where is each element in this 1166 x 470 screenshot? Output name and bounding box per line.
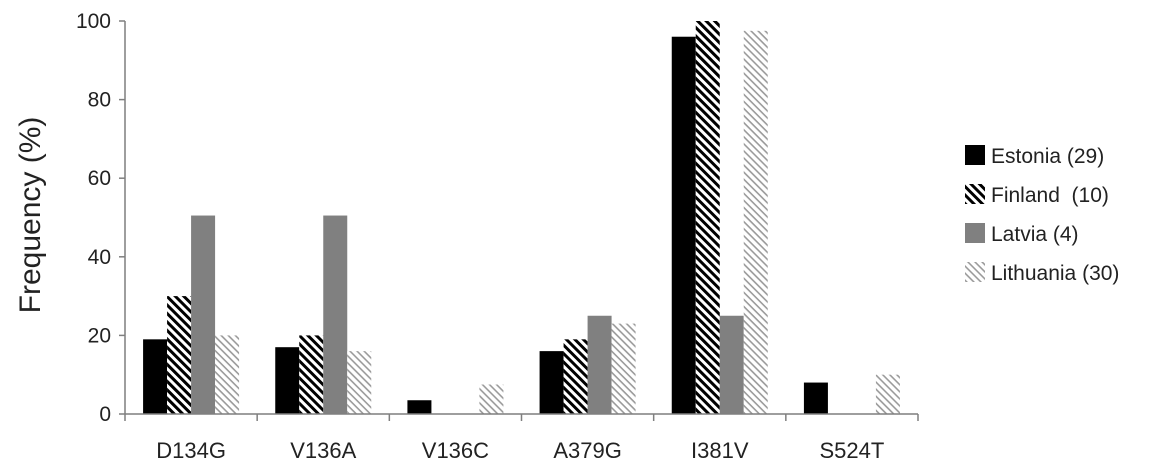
x-axis: D134G V136A V136C A379G I381V S524T	[124, 413, 919, 463]
legend-swatch	[965, 145, 985, 165]
x-tick-label: A379G	[553, 438, 622, 463]
legend: Estonia (29) Finland (10) Latvia (4) Lithua…	[965, 145, 1119, 285]
bar	[803, 382, 828, 414]
y-tick-label: 80	[88, 89, 111, 112]
bar	[167, 296, 192, 414]
bar	[611, 323, 636, 414]
bar	[275, 347, 300, 414]
bar	[587, 315, 612, 414]
bar	[347, 351, 372, 414]
x-tick-label: I381V	[691, 438, 749, 463]
y-tick-label: 0	[99, 403, 111, 426]
legend-label: Estonia (29)	[991, 145, 1104, 168]
bar	[743, 30, 768, 414]
y-tick-label: 20	[88, 324, 111, 347]
bar	[671, 36, 696, 414]
legend-label: Finland (10)	[991, 184, 1109, 207]
y-tick-label: 40	[88, 246, 111, 269]
bar	[407, 400, 432, 414]
y-axis-label: Frequency (%)	[14, 117, 47, 314]
bar	[191, 215, 216, 414]
bars-group	[143, 21, 900, 414]
legend-swatch	[965, 184, 985, 204]
bar	[299, 335, 324, 414]
x-tick-label: D134G	[156, 438, 226, 463]
bar	[875, 374, 900, 414]
bar	[695, 21, 720, 414]
bar	[215, 335, 240, 414]
legend-swatch	[965, 262, 985, 282]
y-tick-label: 100	[76, 10, 111, 33]
legend-swatch	[965, 223, 985, 243]
x-tick-label: V136A	[290, 438, 356, 463]
legend-label: Lithuania (30)	[991, 262, 1119, 285]
y-tick-label: 60	[88, 167, 111, 190]
bar	[143, 339, 168, 414]
bar	[539, 351, 564, 414]
y-axis: 0 20 40 60 80 100	[76, 10, 126, 426]
bar	[479, 384, 504, 414]
bar	[563, 339, 588, 414]
x-tick-label: S524T	[820, 438, 885, 463]
x-tick-label: V136C	[422, 438, 489, 463]
legend-label: Latvia (4)	[991, 223, 1079, 246]
bar	[719, 315, 744, 414]
bar	[323, 215, 348, 414]
